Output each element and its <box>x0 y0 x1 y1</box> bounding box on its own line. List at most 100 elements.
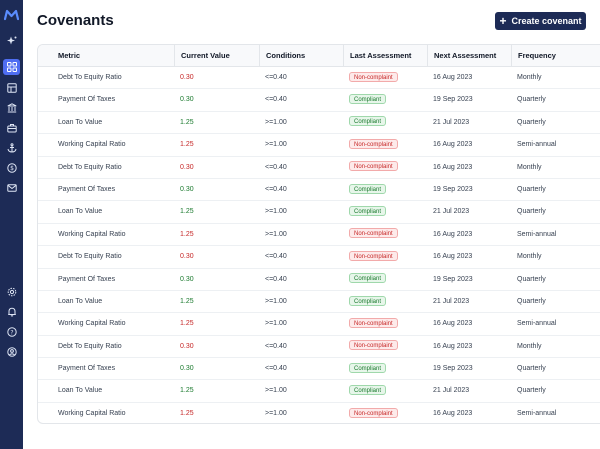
next-assessment-cell: 19 Sep 2023 <box>433 275 473 283</box>
logo-icon[interactable] <box>4 8 19 22</box>
table-row[interactable]: Loan To Value 1.25 >=1.00 Compliant 21 Jul 2… <box>38 291 600 314</box>
table-row[interactable]: Working Capital Ratio 1.25 >=1.00 Non-compl… <box>38 134 600 157</box>
status-badge: Non-complaint <box>349 317 398 328</box>
account-icon[interactable] <box>3 344 20 360</box>
current-value-cell: 0.30 <box>180 96 194 104</box>
frequency-cell: Monthly <box>517 74 542 81</box>
table-row[interactable]: Debt To Equity Ratio 0.30 <=0.40 Non-compla… <box>38 67 600 90</box>
table-row[interactable]: Working Capital Ratio 1.25 >=1.00 Non-compl… <box>38 403 600 423</box>
metric-cell: Payment Of Taxes <box>58 365 116 373</box>
frequency-cell: Quarterly <box>517 365 546 373</box>
table-row[interactable]: Payment Of Taxes 0.30 <=0.40 Compliant 19 Se… <box>38 358 600 381</box>
last-assessment-cell: Compliant <box>343 291 426 313</box>
current-value-cell: 0.30 <box>180 74 194 81</box>
column-header-metric[interactable]: Metric <box>58 51 81 60</box>
status-badge: Compliant <box>349 295 387 306</box>
next-assessment-cell: 16 Aug 2023 <box>433 141 473 149</box>
column-header-last-assessment[interactable]: Last Assessment <box>343 45 427 67</box>
ledger-icon[interactable] <box>3 80 20 96</box>
current-value-cell: 1.25 <box>180 230 194 238</box>
table-row[interactable]: Loan To Value 1.25 >=1.00 Compliant 21 Jul 2… <box>38 112 600 135</box>
condition-cell: >=1.00 <box>265 387 287 395</box>
last-assessment-cell: Non-complaint <box>343 403 426 423</box>
metric-cell: Payment Of Taxes <box>58 96 116 104</box>
svg-text:$: $ <box>10 165 14 172</box>
status-badge: Compliant <box>349 206 387 216</box>
status-badge: Non-complaint <box>349 71 398 82</box>
column-header-next-assessment[interactable]: Next Assessment <box>427 45 511 67</box>
help-icon[interactable]: ? <box>3 324 20 340</box>
metric-cell: Working Capital Ratio <box>58 320 126 328</box>
table-row[interactable]: Working Capital Ratio 1.25 >=1.00 Non-compl… <box>38 224 600 247</box>
table-row[interactable]: Debt To Equity Ratio 0.30 <=0.40 Non-compla… <box>38 336 600 359</box>
sparkle-icon[interactable] <box>3 33 20 49</box>
current-value-cell: 1.25 <box>180 387 194 395</box>
table-row[interactable]: Debt To Equity Ratio 0.30 <=0.40 Non-compla… <box>38 157 600 179</box>
column-header-conditions[interactable]: Conditions <box>259 45 343 67</box>
last-assessment-cell: Compliant <box>343 380 426 402</box>
table-row[interactable]: Payment Of Taxes 0.30 <=0.40 Compliant 19 Se… <box>38 179 600 202</box>
frequency-cell: Monthly <box>517 253 542 261</box>
frequency-cell: Quarterly <box>517 208 546 216</box>
frequency-cell: Semi-annual <box>517 320 557 328</box>
next-assessment-cell: 16 Aug 2023 <box>433 409 473 417</box>
table-row[interactable]: Working Capital Ratio 1.25 >=1.00 Non-compl… <box>38 313 600 336</box>
next-assessment-cell: 21 Jul 2023 <box>433 387 470 395</box>
anchor-icon[interactable] <box>3 140 20 156</box>
mail-icon[interactable] <box>3 180 20 196</box>
metric-cell: Payment Of Taxes <box>58 275 116 283</box>
table-row[interactable]: Payment Of Taxes 0.30 <=0.40 Compliant 19 Se… <box>38 269 600 291</box>
frequency-cell: Semi-annual <box>517 409 557 417</box>
frequency-cell: Quarterly <box>517 387 546 395</box>
plus-icon: + <box>499 14 507 28</box>
last-assessment-cell: Non-complaint <box>343 157 426 179</box>
condition-cell: <=0.40 <box>265 365 287 373</box>
next-assessment-cell: 16 Aug 2023 <box>433 342 473 350</box>
status-badge: Compliant <box>349 94 387 105</box>
metric-cell: Debt To Equity Ratio <box>58 163 122 171</box>
table-row[interactable]: Loan To Value 1.25 >=1.00 Compliant 21 Jul 2… <box>38 380 600 403</box>
table-row[interactable]: Debt To Equity Ratio 0.30 <=0.40 Non-compla… <box>38 246 600 269</box>
svg-text:?: ? <box>10 329 13 336</box>
column-header-frequency[interactable]: Frequency <box>511 45 600 67</box>
current-value-cell: 1.25 <box>180 118 194 126</box>
metric-cell: Loan To Value <box>58 297 103 305</box>
column-header-current-value[interactable]: Current Value <box>174 45 259 67</box>
frequency-cell: Monthly <box>517 163 542 171</box>
next-assessment-cell: 19 Sep 2023 <box>433 96 473 104</box>
current-value-cell: 1.25 <box>180 320 194 328</box>
briefcase-icon[interactable] <box>3 120 20 136</box>
last-assessment-cell: Compliant <box>343 201 426 223</box>
create-covenant-button[interactable]: + Create covenant <box>495 12 586 30</box>
table-header: Metric Current Value Conditions Last Ass… <box>38 45 600 67</box>
current-value-cell: 0.30 <box>180 163 194 171</box>
table-body: Debt To Equity Ratio 0.30 <=0.40 Non-compla… <box>38 67 600 423</box>
condition-cell: <=0.40 <box>265 74 287 81</box>
grid-icon[interactable] <box>3 59 20 75</box>
status-badge: Compliant <box>349 385 387 396</box>
metric-cell: Debt To Equity Ratio <box>58 342 122 350</box>
frequency-cell: Semi-annual <box>517 230 557 238</box>
table-row[interactable]: Payment Of Taxes 0.30 <=0.40 Compliant 19 Se… <box>38 89 600 112</box>
bank-icon[interactable] <box>3 100 20 116</box>
status-badge: Compliant <box>349 183 387 194</box>
bell-icon[interactable] <box>3 304 20 320</box>
last-assessment-cell: Non-complaint <box>343 313 426 335</box>
frequency-cell: Monthly <box>517 342 542 350</box>
frequency-cell: Semi-annual <box>517 141 557 149</box>
condition-cell: <=0.40 <box>265 163 287 171</box>
current-value-cell: 0.30 <box>180 185 194 193</box>
current-value-cell: 0.30 <box>180 342 194 350</box>
condition-cell: <=0.40 <box>265 96 287 104</box>
condition-cell: <=0.40 <box>265 342 287 350</box>
metric-cell: Loan To Value <box>58 208 103 216</box>
status-badge: Non-complaint <box>349 340 398 351</box>
next-assessment-cell: 21 Jul 2023 <box>433 208 470 216</box>
metric-cell: Loan To Value <box>58 118 103 126</box>
current-value-cell: 0.30 <box>180 275 194 283</box>
settings-icon[interactable] <box>3 284 20 300</box>
last-assessment-cell: Non-complaint <box>343 336 426 358</box>
table-row[interactable]: Loan To Value 1.25 >=1.00 Compliant 21 Jul 2… <box>38 201 600 224</box>
page-title: Covenants <box>37 12 114 29</box>
dollar-icon[interactable]: $ <box>3 160 20 176</box>
